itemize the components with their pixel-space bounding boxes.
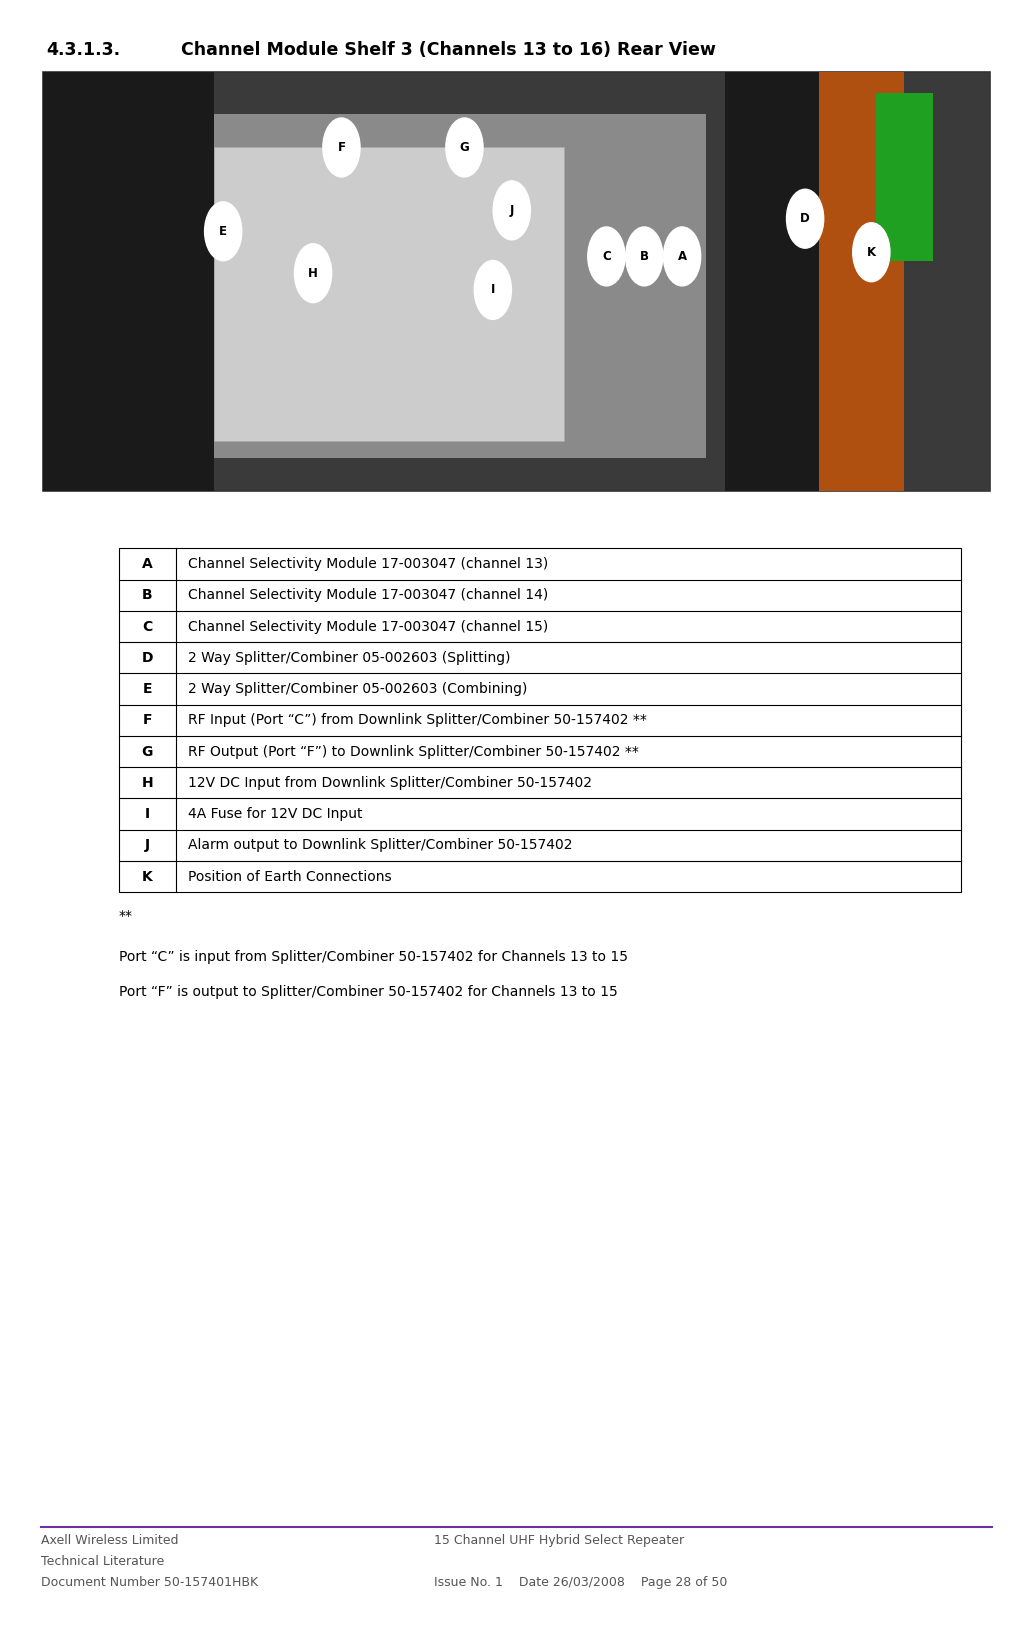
- Text: I: I: [491, 283, 495, 296]
- Text: J: J: [509, 205, 514, 216]
- Text: E: E: [143, 683, 152, 696]
- Text: F: F: [143, 714, 152, 727]
- Text: C: C: [143, 619, 152, 634]
- Text: B: B: [639, 250, 649, 264]
- Text: J: J: [145, 838, 150, 853]
- Text: 2 Way Splitter/Combiner 05-002603 (Combining): 2 Way Splitter/Combiner 05-002603 (Combi…: [188, 683, 528, 696]
- Bar: [214, 147, 564, 440]
- Text: B: B: [142, 588, 153, 602]
- Text: 4.3.1.3.: 4.3.1.3.: [46, 41, 121, 59]
- Circle shape: [294, 244, 332, 303]
- Text: Document Number 50-157401HBK: Document Number 50-157401HBK: [41, 1576, 258, 1590]
- Text: K: K: [867, 246, 876, 259]
- Bar: [43, 72, 990, 491]
- Text: Channel Selectivity Module 17-003047 (channel 13): Channel Selectivity Module 17-003047 (ch…: [188, 557, 549, 571]
- Text: Technical Literature: Technical Literature: [41, 1555, 164, 1568]
- Text: Port “C” is input from Splitter/Combiner 50-157402 for Channels 13 to 15: Port “C” is input from Splitter/Combiner…: [119, 949, 628, 964]
- Circle shape: [588, 228, 625, 286]
- Text: Channel Selectivity Module 17-003047 (channel 15): Channel Selectivity Module 17-003047 (ch…: [188, 619, 549, 634]
- Bar: [725, 72, 819, 491]
- Text: Axell Wireless Limited: Axell Wireless Limited: [41, 1534, 179, 1547]
- Text: RF Input (Port “C”) from Downlink Splitter/Combiner 50-157402 **: RF Input (Port “C”) from Downlink Splitt…: [188, 714, 647, 727]
- Circle shape: [323, 118, 361, 177]
- Text: D: D: [801, 213, 810, 226]
- Text: H: H: [308, 267, 318, 280]
- Circle shape: [852, 223, 890, 282]
- Text: A: A: [142, 557, 153, 571]
- Bar: [43, 72, 214, 491]
- Text: A: A: [678, 250, 687, 264]
- Text: D: D: [142, 652, 153, 665]
- Text: Position of Earth Connections: Position of Earth Connections: [188, 869, 392, 884]
- Text: 12V DC Input from Downlink Splitter/Combiner 50-157402: 12V DC Input from Downlink Splitter/Comb…: [188, 776, 592, 789]
- Bar: [876, 93, 933, 260]
- Text: **: **: [119, 909, 133, 923]
- Bar: [214, 115, 706, 458]
- Text: E: E: [219, 224, 227, 237]
- Text: H: H: [142, 776, 153, 789]
- Text: K: K: [142, 869, 153, 884]
- Text: RF Output (Port “F”) to Downlink Splitter/Combiner 50-157402 **: RF Output (Port “F”) to Downlink Splitte…: [188, 745, 638, 758]
- Text: G: G: [460, 141, 469, 154]
- Circle shape: [474, 260, 511, 319]
- Circle shape: [493, 180, 530, 239]
- Bar: [819, 72, 905, 491]
- Circle shape: [786, 190, 823, 249]
- Text: Alarm output to Downlink Splitter/Combiner 50-157402: Alarm output to Downlink Splitter/Combin…: [188, 838, 572, 853]
- Text: C: C: [602, 250, 611, 264]
- Text: 2 Way Splitter/Combiner 05-002603 (Splitting): 2 Way Splitter/Combiner 05-002603 (Split…: [188, 652, 510, 665]
- Text: Channel Module Shelf 3 (Channels 13 to 16) Rear View: Channel Module Shelf 3 (Channels 13 to 1…: [181, 41, 716, 59]
- Text: F: F: [338, 141, 345, 154]
- Text: I: I: [145, 807, 150, 822]
- Text: G: G: [142, 745, 153, 758]
- Text: Port “F” is output to Splitter/Combiner 50-157402 for Channels 13 to 15: Port “F” is output to Splitter/Combiner …: [119, 985, 618, 999]
- Text: 4A Fuse for 12V DC Input: 4A Fuse for 12V DC Input: [188, 807, 363, 822]
- Circle shape: [446, 118, 483, 177]
- Text: 15 Channel UHF Hybrid Select Repeater: 15 Channel UHF Hybrid Select Repeater: [434, 1534, 684, 1547]
- Bar: [119, 548, 961, 892]
- Text: Issue No. 1    Date 26/03/2008    Page 28 of 50: Issue No. 1 Date 26/03/2008 Page 28 of 5…: [434, 1576, 727, 1590]
- Circle shape: [663, 228, 700, 286]
- Circle shape: [626, 228, 663, 286]
- Circle shape: [205, 201, 242, 260]
- Text: Channel Selectivity Module 17-003047 (channel 14): Channel Selectivity Module 17-003047 (ch…: [188, 588, 549, 602]
